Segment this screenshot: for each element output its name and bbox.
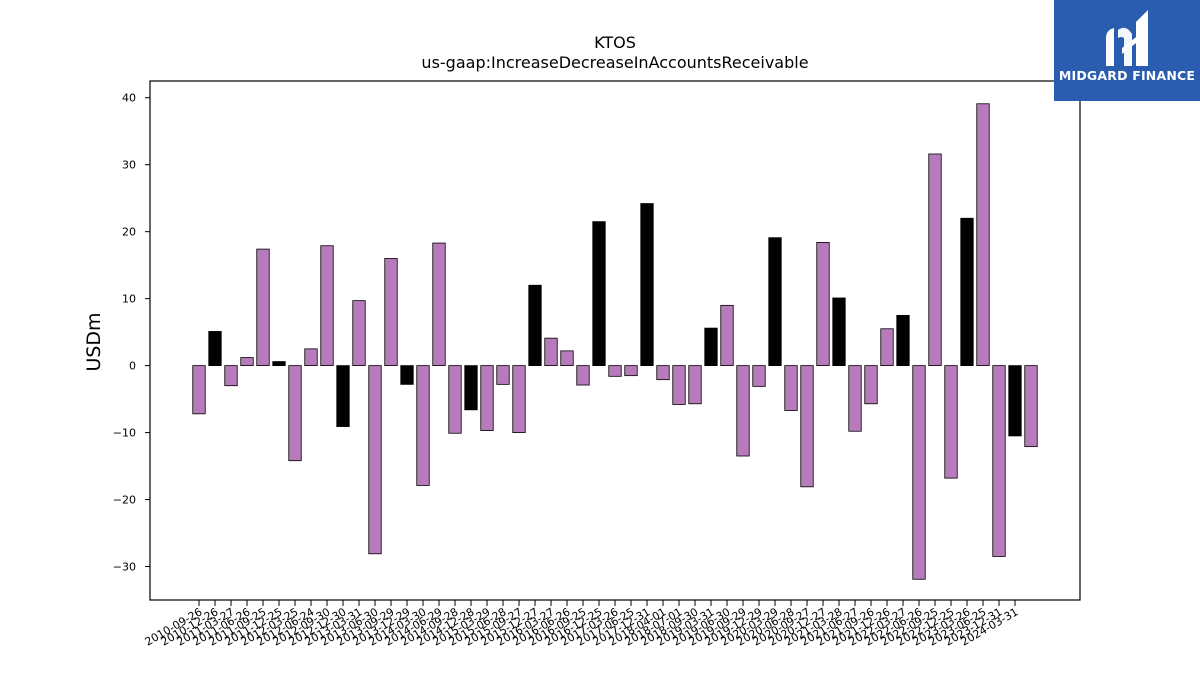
y-tick-label: 40: [122, 92, 136, 105]
bar: [784, 365, 798, 411]
bar: [880, 328, 894, 367]
bar: [336, 365, 350, 427]
bar: [384, 258, 398, 367]
bar: [672, 365, 686, 405]
bar: [624, 365, 638, 377]
bar: [1024, 365, 1038, 448]
y-axis-label: USDm: [83, 312, 105, 371]
bar: [848, 365, 862, 432]
bar: [256, 248, 270, 367]
bar: [464, 365, 478, 411]
bar: [432, 242, 446, 367]
bar: [752, 365, 766, 387]
y-tick-label: 0: [129, 360, 136, 373]
bar: [304, 348, 318, 367]
bar: [656, 365, 670, 381]
bar: [944, 365, 958, 479]
bar: [1008, 365, 1022, 437]
midgard-logo-icon: [1106, 10, 1148, 66]
bar: [528, 284, 542, 367]
bar: [272, 361, 286, 367]
bar: [736, 365, 750, 457]
bars-group: [192, 103, 1038, 580]
bar: [992, 365, 1006, 557]
bar: [688, 365, 702, 405]
x-axis-ticks: 2010-09-262010-12-262011-03-272011-06-26…: [143, 600, 1021, 649]
bar: [960, 217, 974, 367]
y-tick-label: 30: [122, 159, 136, 172]
bar: [720, 304, 734, 367]
bar: [592, 221, 606, 367]
bar: [496, 365, 510, 385]
bar: [512, 365, 526, 433]
bar: [352, 300, 366, 367]
bar: [416, 365, 430, 486]
bar: [400, 365, 414, 385]
bar: [832, 297, 846, 367]
y-tick-label: 20: [122, 226, 136, 239]
bar: [800, 365, 814, 488]
y-tick-label: −10: [113, 427, 136, 440]
bar: [640, 203, 654, 367]
bar: [448, 365, 462, 434]
bar: [288, 365, 302, 462]
bar: [896, 314, 910, 367]
bar: [224, 365, 238, 387]
chart-title: KTOS: [594, 33, 636, 52]
bar: [208, 331, 222, 367]
logo-text: MIDGARD FINANCE: [1058, 68, 1196, 83]
bar: [608, 365, 622, 377]
bar: [704, 327, 718, 367]
bar: [576, 365, 590, 386]
bar: [976, 103, 990, 367]
bar: [368, 365, 382, 555]
y-tick-label: 10: [122, 293, 136, 306]
bar: [240, 357, 254, 367]
bar: [544, 337, 558, 367]
y-axis-ticks: −30 −20 −10 0 10 20 30 40: [113, 92, 150, 574]
bar: [320, 245, 334, 367]
y-tick-label: −30: [113, 561, 136, 574]
bar: [768, 237, 782, 367]
bar: [816, 241, 830, 367]
y-tick-label: −20: [113, 494, 136, 507]
bar: [192, 365, 206, 415]
bar: [912, 365, 926, 580]
brand-logo: MIDGARD FINANCE: [1054, 0, 1200, 101]
bar: [928, 153, 942, 367]
bar: [560, 350, 574, 367]
bar: [864, 365, 878, 405]
bar: [480, 365, 494, 431]
chart-subtitle: us-gaap:IncreaseDecreaseInAccountsReceiv…: [421, 53, 808, 72]
plot-frame: [149, 80, 1081, 601]
